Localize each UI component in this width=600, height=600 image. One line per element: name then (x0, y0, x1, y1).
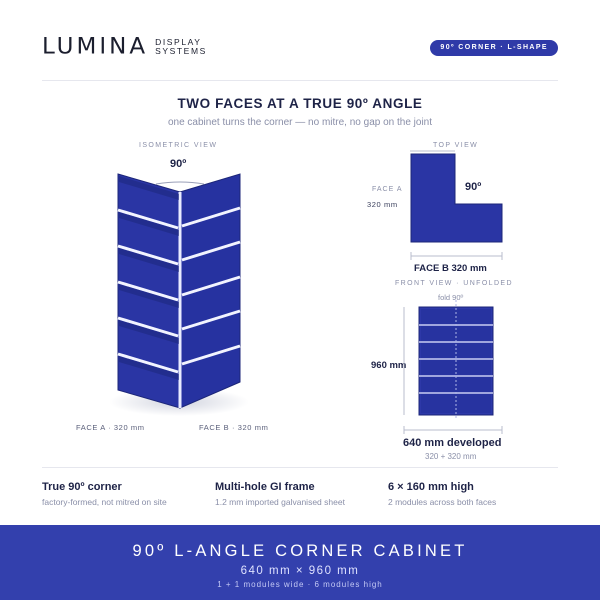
developed-width-label: 640 mm developed (403, 437, 502, 449)
isometric-angle-label: 90º (170, 158, 187, 170)
top-view-face-a-label: FACE A (372, 186, 403, 193)
footer-banner: 90º L-ANGLE CORNER CABINET 640 mm × 960 … (0, 525, 600, 600)
feature-subtitle: 1.2 mm imported galvanised sheet (215, 497, 345, 507)
isometric-cabinet (109, 173, 249, 416)
face-a-seams (117, 208, 179, 374)
isometric-caption: ISOMETRIC VIEW (139, 142, 218, 149)
feature-title: True 90º corner (42, 481, 122, 493)
isometric-face-b-label: FACE B · 320 mm (199, 423, 269, 432)
corner-angle-mark (155, 181, 205, 185)
feature-subtitle: factory-formed, not mitred on site (42, 497, 167, 507)
face-b-seams (181, 206, 241, 366)
feature-title: 6 × 160 mm high (388, 481, 474, 493)
top-view-l-shape (410, 150, 503, 260)
header-divider (42, 80, 558, 81)
brand-tagline-line2: SYSTEMS (155, 46, 207, 56)
headline: TWO FACES AT A TRUE 90º ANGLE (177, 96, 423, 111)
front-view-height-label: 960 mm (371, 360, 407, 371)
product-badge: 90º CORNER · L-SHAPE (430, 40, 558, 56)
isometric-face-a-label: FACE A · 320 mm (76, 423, 145, 432)
features-divider (42, 467, 558, 468)
fold-label: fold 90º (438, 293, 464, 302)
brand-tagline: DISPLAY SYSTEMS (155, 38, 207, 56)
feature-corner: True 90º corner factory-formed, not mitr… (42, 481, 167, 507)
footer-modules: 1 + 1 modules wide · 6 modules high (217, 580, 383, 589)
top-view-face-b-label: FACE B 320 mm (414, 263, 487, 274)
subline: one cabinet turns the corner — no mitre,… (167, 117, 433, 128)
top-view-caption: TOP VIEW (433, 142, 479, 149)
footer-title: 90º L-ANGLE CORNER CABINET (132, 542, 468, 560)
brand-logo: LUMINA DISPLAY SYSTEMS (42, 34, 207, 60)
footer-dimensions: 640 mm × 960 mm (240, 565, 360, 577)
feature-title: Multi-hole GI frame (215, 481, 315, 493)
top-view-face-a-dim: 320 mm (367, 200, 398, 209)
brand-wordmark: LUMINA (42, 34, 149, 60)
feature-modules: 6 × 160 mm high 2 modules across both fa… (388, 481, 496, 507)
brand-tagline-line1: DISPLAY (155, 37, 202, 47)
feature-frame: Multi-hole GI frame 1.2 mm imported galv… (215, 481, 345, 507)
top-view-angle-label: 90º (465, 181, 482, 193)
front-view-unfolded (403, 300, 503, 434)
front-view-caption: FRONT VIEW · UNFOLDED (395, 280, 513, 287)
developed-sum-label: 320 + 320 mm (425, 452, 477, 461)
feature-subtitle: 2 modules across both faces (388, 497, 497, 507)
top-view-profile (410, 153, 503, 243)
face-b (179, 173, 241, 409)
